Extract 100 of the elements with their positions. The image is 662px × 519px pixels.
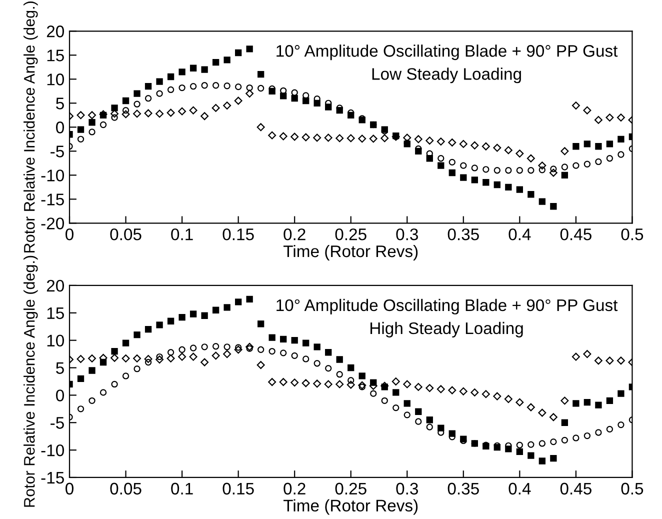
point <box>302 133 310 142</box>
point <box>134 100 140 108</box>
point <box>403 134 412 142</box>
point <box>257 346 264 353</box>
point <box>302 356 310 362</box>
point <box>346 134 355 142</box>
point <box>528 167 534 174</box>
point <box>291 336 298 344</box>
x-tick-label: 0.45 <box>560 482 592 495</box>
point <box>224 56 230 64</box>
point <box>291 95 298 102</box>
point <box>144 95 152 102</box>
x-tick-label: 0 <box>66 228 74 240</box>
point <box>302 379 310 388</box>
point <box>550 203 557 210</box>
point <box>178 314 186 321</box>
point <box>572 434 580 442</box>
point <box>414 135 422 144</box>
point <box>122 110 130 118</box>
point <box>606 356 614 365</box>
annotation: High Steady Loading <box>370 322 523 338</box>
point <box>595 158 602 166</box>
point <box>122 107 130 114</box>
x-tick-label: 0.5 <box>621 228 644 240</box>
point <box>111 104 118 112</box>
point <box>212 82 220 89</box>
point <box>482 142 490 150</box>
point <box>584 432 591 440</box>
point <box>166 354 175 362</box>
point <box>257 84 264 92</box>
point <box>111 348 118 355</box>
point <box>122 340 130 346</box>
y-tick-label: 15 <box>47 50 64 62</box>
annotation: Low Steady Loading <box>372 68 521 84</box>
point <box>538 458 546 464</box>
point <box>156 78 163 85</box>
point <box>572 143 580 150</box>
point <box>111 114 118 121</box>
point <box>200 358 209 366</box>
point <box>280 350 287 356</box>
point <box>606 155 614 162</box>
x-axis-title: Time (Rotor Revs) <box>283 244 418 260</box>
point <box>572 400 580 407</box>
point <box>618 136 624 142</box>
point <box>448 386 456 394</box>
point <box>246 84 253 92</box>
point <box>178 84 186 92</box>
point <box>76 354 85 363</box>
point <box>493 144 502 152</box>
point <box>144 354 152 363</box>
point <box>594 116 602 124</box>
point <box>88 111 96 120</box>
point <box>482 166 490 173</box>
point <box>494 181 500 188</box>
point <box>246 46 253 52</box>
y-tick-label: -20 <box>41 218 64 230</box>
point <box>246 345 253 352</box>
point <box>561 436 568 444</box>
point <box>291 352 298 360</box>
point <box>122 354 130 362</box>
point <box>77 375 84 382</box>
point <box>358 372 366 380</box>
x-tick-label: 0.2 <box>284 482 306 495</box>
point <box>414 382 422 391</box>
point <box>448 169 456 176</box>
y-tick-label: 0 <box>56 390 64 402</box>
point <box>88 367 96 374</box>
x-tick-label: 0.4 <box>508 482 531 495</box>
point <box>583 106 592 114</box>
point <box>404 412 410 418</box>
x-tick-label: 0.1 <box>171 228 193 240</box>
x-axis-title: Time (Rotor Revs) <box>283 499 418 515</box>
point <box>526 154 535 162</box>
point <box>178 107 186 116</box>
annotation: 10° Amplitude Oscillating Blade + 90° PP Gust <box>276 44 618 60</box>
point <box>516 186 523 193</box>
point <box>167 349 174 356</box>
point <box>234 83 242 90</box>
point <box>560 396 569 405</box>
x-tick-label: 0.1 <box>171 482 193 495</box>
x-tick-label: 0.15 <box>222 482 254 495</box>
point <box>584 398 591 406</box>
point <box>505 167 512 174</box>
y-tick-label: -5 <box>50 146 64 158</box>
point <box>595 429 602 436</box>
point <box>167 73 174 80</box>
point <box>470 388 479 396</box>
point <box>223 350 232 358</box>
x-tick-label: 0.3 <box>396 228 418 240</box>
point <box>166 108 175 117</box>
point <box>549 413 558 422</box>
point <box>257 320 264 328</box>
point <box>392 389 400 396</box>
y-tick-label: 10 <box>47 334 64 347</box>
point <box>201 344 208 350</box>
point <box>595 402 602 408</box>
point <box>76 111 85 120</box>
point <box>336 380 344 388</box>
point <box>438 162 444 169</box>
point <box>134 366 140 372</box>
